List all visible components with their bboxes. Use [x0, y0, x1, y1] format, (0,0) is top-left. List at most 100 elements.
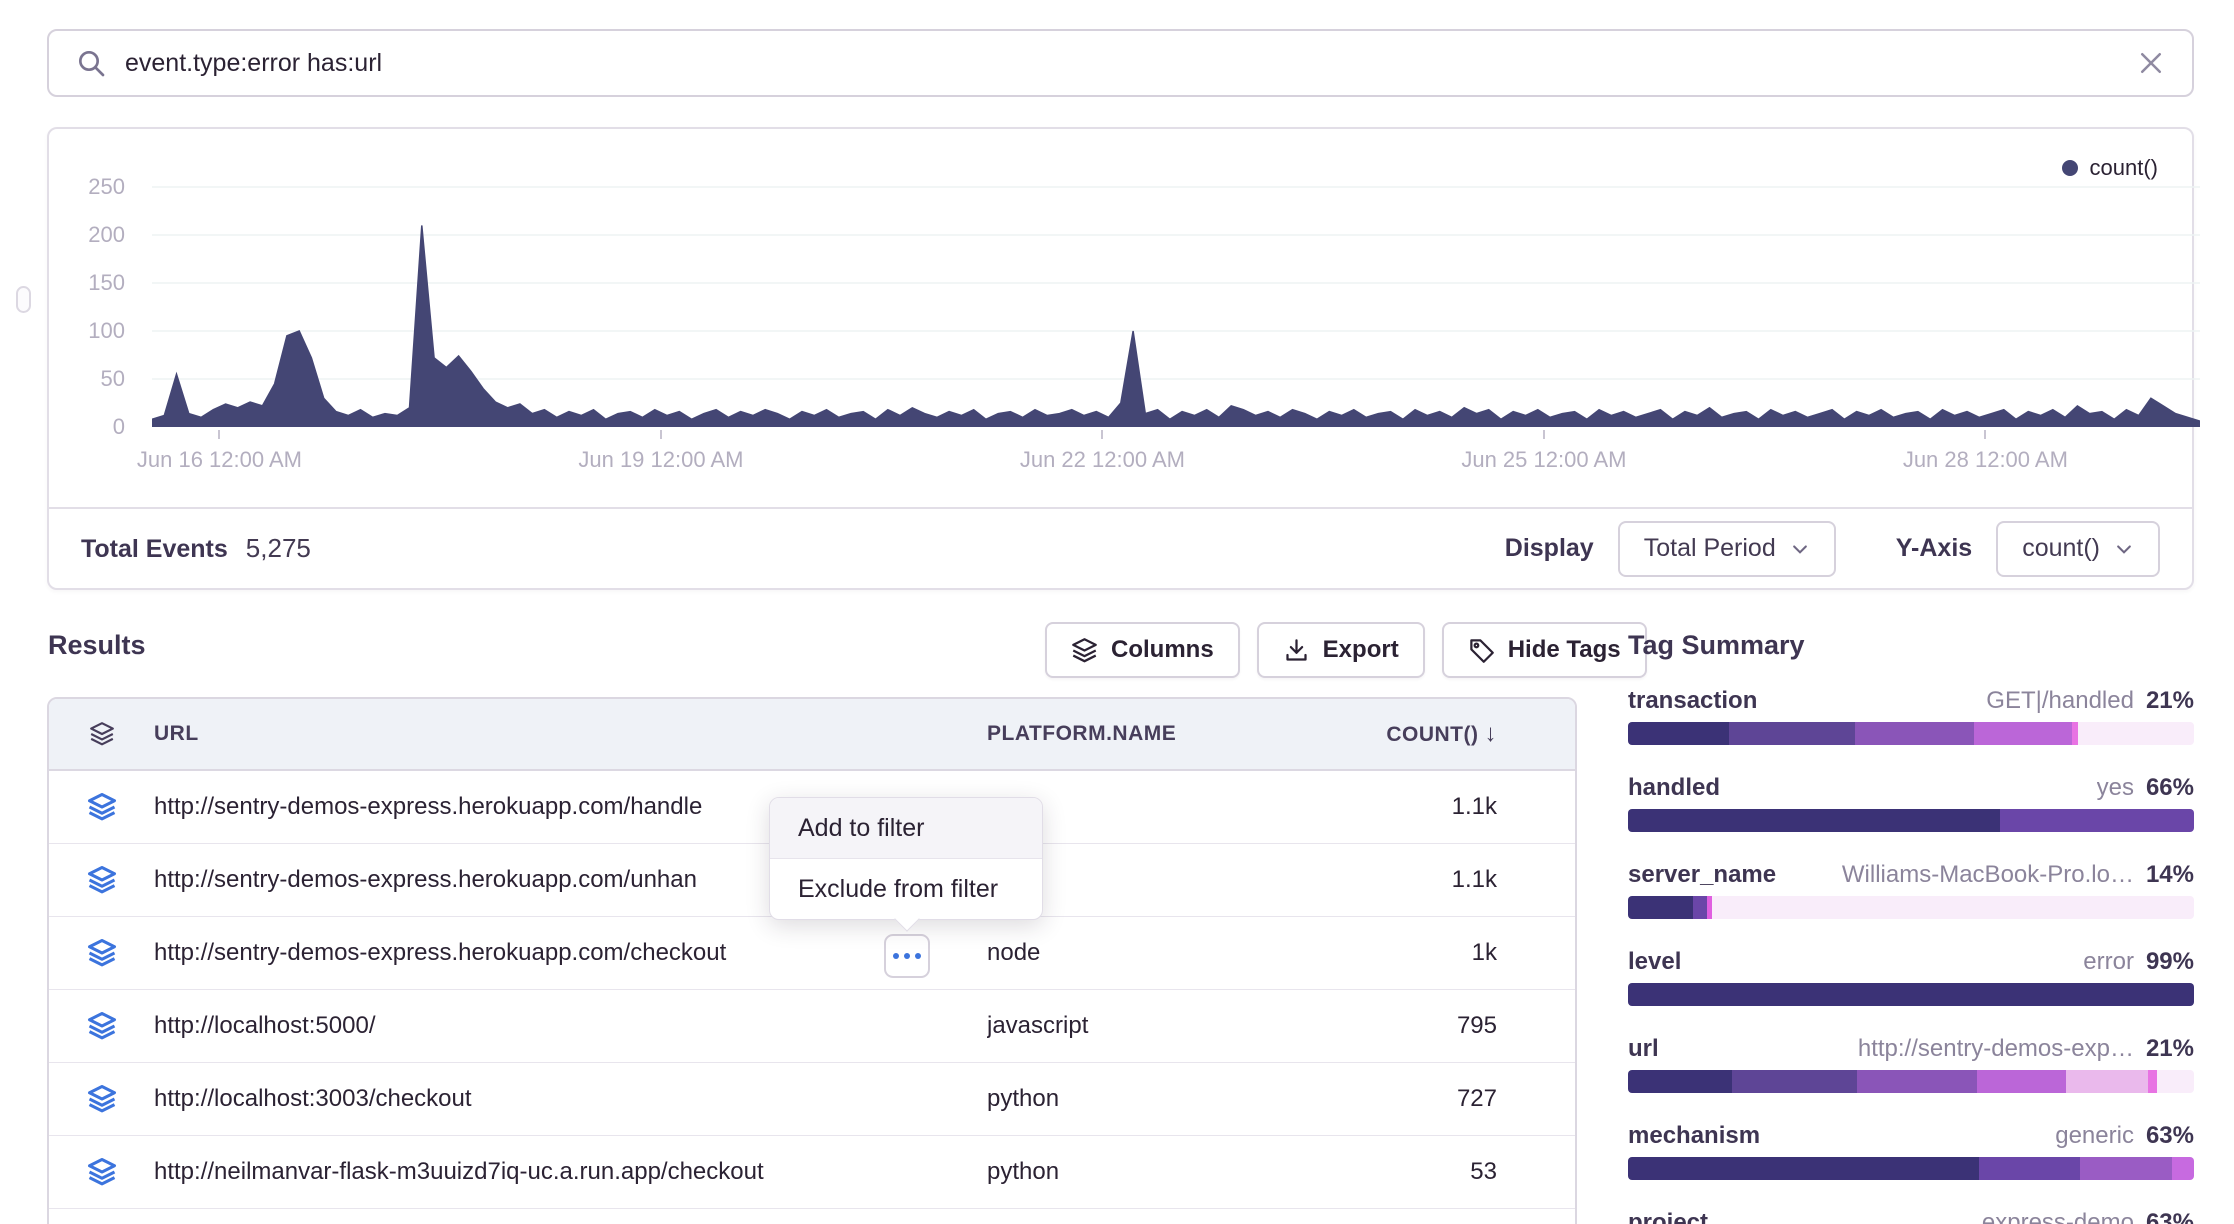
table-row[interactable]: http://neilmanvar-flask-m3uuizd7iq-uc.a.…	[49, 1136, 1575, 1209]
row-stack-cell	[49, 864, 154, 896]
legend-label: count()	[2089, 155, 2158, 180]
tag-bar-segment	[2065, 1070, 2149, 1093]
tag-top-percentage: 14%	[2145, 861, 2194, 888]
tag-bar-segment	[2148, 1070, 2158, 1093]
layers-icon	[87, 866, 116, 894]
tag-top-value: http://sentry-demos-exp…	[1857, 1035, 2134, 1062]
url-cell: http://sentry-demos-express.herokuapp.co…	[154, 939, 727, 966]
table-body: http://sentry-demos-express.herokuapp.co…	[49, 771, 1575, 1209]
x-tick-label: Jun 25 12:00 AM	[1461, 447, 1627, 472]
count-cell: 53	[1470, 1158, 1497, 1185]
menu-divider	[770, 858, 1042, 859]
y-axis-dropdown-value: count()	[2022, 534, 2100, 562]
tag-bar-segment	[2172, 1157, 2194, 1180]
layers-icon	[87, 1085, 116, 1113]
platform-cell: node	[987, 939, 1041, 966]
platform-column-header[interactable]: PLATFORM.NAME	[987, 722, 1177, 745]
tag-bar-segment	[1706, 896, 1712, 919]
tag-top-percentage: 63%	[2145, 1122, 2194, 1149]
columns-button[interactable]: Columns	[1045, 622, 1240, 678]
legend-dot-icon	[2061, 160, 2078, 176]
tag-bar-segment	[2071, 722, 2079, 745]
x-tick-label: Jun 19 12:00 AM	[578, 447, 744, 472]
tag-summary-row: server_name Williams-MacBook-Pro.lo… 14%	[1628, 861, 2194, 919]
url-column-header[interactable]: URL	[154, 722, 199, 745]
search-bar[interactable]: event.type:error has:url	[47, 29, 2194, 97]
tag-bar-segment	[1628, 809, 2001, 832]
tag-distribution-bar[interactable]	[1628, 896, 2194, 919]
tag-bar-segment	[1628, 722, 1729, 745]
chart-footer: Total Events 5,275 Display Total Period …	[49, 507, 2192, 588]
ellipsis-icon	[893, 953, 899, 959]
platform-cell: python	[987, 1158, 1060, 1185]
display-dropdown[interactable]: Total Period	[1617, 520, 1836, 577]
tag-top-value: Williams-MacBook-Pro.lo…	[1841, 861, 2134, 888]
tag-bar-segment	[1854, 722, 1975, 745]
tag-top-value: generic	[2055, 1122, 2134, 1149]
y-tick-label: 0	[112, 414, 125, 439]
tag-summary-rows: transaction GET|/handled 21% handled yes…	[1628, 687, 2194, 1224]
layers-icon	[89, 722, 114, 746]
layers-icon	[1072, 637, 1097, 662]
tag-bar-segment	[1628, 1157, 1979, 1180]
tag-distribution-bar[interactable]	[1628, 722, 2194, 745]
chart-plot-area	[152, 162, 2200, 427]
clear-search-icon[interactable]	[2136, 48, 2166, 78]
table-row[interactable]: http://localhost:5000/ javascript 795	[49, 990, 1575, 1063]
url-cell: http://localhost:3003/checkout	[154, 1085, 472, 1112]
count-cell: 1k	[1471, 939, 1497, 966]
tag-distribution-bar[interactable]	[1628, 1157, 2194, 1180]
row-stack-cell	[49, 791, 154, 823]
tag-top-value: yes	[2096, 774, 2134, 801]
tag-summary-panel: Tag Summary transaction GET|/handled 21%…	[1628, 630, 2194, 1224]
x-tick-mark	[218, 430, 221, 439]
count-cell: 1.1k	[1451, 866, 1497, 893]
tag-icon	[1469, 638, 1494, 663]
tag-summary-row: url http://sentry-demos-exp… 21%	[1628, 1035, 2194, 1093]
sidebar-drag-handle[interactable]	[16, 286, 31, 313]
table-row[interactable]: http://localhost:3003/checkout python 72…	[49, 1063, 1575, 1136]
y-tick-label: 200	[88, 222, 125, 247]
export-button[interactable]: Export	[1256, 622, 1425, 678]
tag-summary-row: level error 99%	[1628, 948, 2194, 1006]
total-events-label: Total Events	[81, 535, 228, 563]
tag-top-value: express-demo	[1981, 1209, 2134, 1224]
y-axis-dropdown[interactable]: count()	[1996, 520, 2160, 577]
row-stack-cell	[49, 1010, 154, 1042]
tag-distribution-bar[interactable]	[1628, 1070, 2194, 1093]
cell-actions-button[interactable]	[884, 934, 930, 978]
export-button-label: Export	[1322, 636, 1399, 663]
search-icon	[79, 51, 105, 77]
count-column-header[interactable]: COUNT() ↓	[1386, 720, 1497, 747]
tag-bar-segment	[1628, 983, 2194, 1006]
url-cell: http://localhost:5000/	[154, 1012, 376, 1039]
layers-icon	[87, 1012, 116, 1040]
url-cell: http://sentry-demos-express.herokuapp.co…	[154, 793, 703, 820]
tag-name: handled	[1628, 774, 1721, 801]
x-tick-mark	[1984, 430, 1987, 439]
tag-distribution-bar[interactable]	[1628, 809, 2194, 832]
search-input[interactable]: event.type:error has:url	[125, 48, 383, 77]
total-events: Total Events 5,275	[81, 533, 311, 564]
table-actions: Columns Export Hide Tags	[1045, 622, 1647, 678]
columns-button-label: Columns	[1111, 636, 1214, 663]
tag-name: transaction	[1628, 687, 1758, 714]
table-row[interactable]: http://sentry-demos-express.herokuapp.co…	[49, 917, 1575, 990]
tag-summary-heading: Tag Summary	[1628, 630, 1805, 660]
layers-icon	[87, 793, 116, 821]
table-header-row: URL PLATFORM.NAME COUNT() ↓	[49, 699, 1575, 771]
x-tick-label: Jun 16 12:00 AM	[136, 447, 302, 472]
tag-distribution-bar[interactable]	[1628, 983, 2194, 1006]
x-tick-label: Jun 22 12:00 AM	[1019, 447, 1185, 472]
url-cell: http://sentry-demos-express.herokuapp.co…	[154, 866, 697, 893]
y-tick-label: 150	[88, 270, 125, 295]
hide-tags-button[interactable]: Hide Tags	[1441, 622, 1647, 678]
tag-bar-segment	[1856, 1070, 1977, 1093]
exclude-from-filter-menu-item[interactable]: Exclude from filter	[798, 874, 999, 903]
add-to-filter-menu-item[interactable]: Add to filter	[770, 798, 1042, 858]
row-stack-cell	[49, 937, 154, 969]
tag-top-percentage: 21%	[2145, 687, 2194, 714]
cell-actions-menu: Add to filter Exclude from filter	[769, 797, 1043, 932]
results-heading: Results	[48, 630, 146, 660]
